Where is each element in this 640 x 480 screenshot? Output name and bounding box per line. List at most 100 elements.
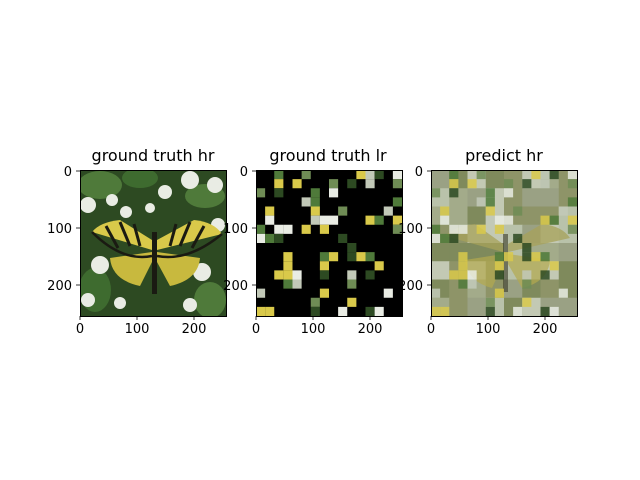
lr-patch — [274, 270, 284, 280]
pred-patch — [494, 252, 504, 262]
lr-patch — [265, 215, 275, 225]
pred-patch — [513, 206, 523, 216]
pred-patch — [458, 252, 468, 262]
x-tick-label: 100 — [476, 322, 501, 337]
pred-patch — [567, 197, 577, 207]
pred-block — [558, 243, 577, 262]
lr-patch — [347, 252, 357, 262]
pred-block — [467, 297, 487, 316]
x-tick-label: 100 — [301, 322, 326, 337]
y-tick-label: 100 — [223, 222, 248, 237]
lr-patch — [283, 270, 293, 280]
pred-patch — [567, 170, 577, 180]
lr-patch — [310, 206, 320, 216]
lr-patch — [347, 270, 357, 280]
pred-patch — [522, 179, 532, 189]
lr-patch — [347, 279, 357, 289]
lr-patch — [265, 206, 275, 216]
lr-patch — [374, 170, 384, 180]
lr-patch — [274, 170, 284, 180]
pred-patch — [522, 297, 532, 307]
lr-patch — [256, 306, 266, 316]
pred-patch — [485, 215, 495, 225]
pred-patch — [449, 233, 459, 243]
pred-patch — [549, 170, 559, 180]
pred-patch — [485, 297, 495, 307]
pred-block — [558, 297, 577, 316]
pred-block — [485, 170, 505, 189]
pred-patch — [431, 188, 441, 198]
lr-patch — [338, 206, 348, 216]
lr-patch — [265, 233, 275, 243]
lr-patch — [265, 306, 275, 316]
lr-patch — [392, 197, 402, 207]
hr-image — [80, 170, 226, 316]
pred-patch — [440, 233, 450, 243]
lr-patch — [374, 215, 384, 225]
y-tick-label: 200 — [398, 279, 423, 294]
pred-patch — [440, 206, 450, 216]
x-tick-label: 200 — [358, 322, 383, 337]
pred-patch — [531, 170, 541, 180]
pred-patch — [558, 206, 568, 216]
pred-patch — [431, 306, 441, 316]
pred-block — [449, 206, 468, 226]
pred-patch — [467, 179, 477, 189]
pred-patch — [485, 197, 495, 207]
lr-patch — [374, 261, 384, 271]
lr-patch — [274, 233, 284, 243]
lr-patch — [329, 188, 339, 198]
pred-patch — [549, 261, 559, 271]
pred-patch — [540, 306, 550, 316]
lr-patch — [356, 252, 366, 262]
pred-patch — [449, 224, 459, 234]
x-tick-label: 0 — [427, 322, 435, 337]
pred-block — [467, 243, 487, 262]
lr-patch — [392, 179, 402, 189]
pred-patch — [540, 170, 550, 180]
lr-patch — [365, 179, 375, 189]
pred-patch — [522, 252, 532, 262]
lr-patch — [392, 170, 402, 180]
lr-patch — [356, 170, 366, 180]
lr-patch — [256, 224, 266, 234]
pred-patch — [494, 261, 504, 271]
pred-patch — [567, 224, 577, 234]
pred-block — [431, 243, 450, 262]
panel-title: ground truth lr — [269, 146, 387, 165]
pred-patch — [449, 170, 459, 180]
lr-patch — [319, 270, 329, 280]
lr-patch — [256, 233, 266, 243]
pred-patch — [549, 306, 559, 316]
y-tick-label: 100 — [398, 222, 423, 237]
y-tick-label: 0 — [240, 165, 248, 180]
predicted-image — [431, 170, 577, 316]
pred-patch — [522, 279, 532, 289]
lr-patch — [338, 233, 348, 243]
pred-patch — [449, 270, 459, 280]
pred-block — [467, 206, 487, 226]
lr-patch — [383, 206, 393, 216]
lr-patch — [365, 270, 375, 280]
pred-block — [449, 297, 468, 316]
y-tick-label: 0 — [64, 165, 72, 180]
pred-patch — [458, 279, 468, 289]
pred-patch — [558, 288, 568, 298]
y-tick-label: 200 — [47, 279, 72, 294]
lr-patch — [365, 170, 375, 180]
lr-patch — [310, 306, 320, 316]
lr-patch — [274, 179, 284, 189]
pred-patch — [458, 261, 468, 271]
pred-patch — [504, 215, 514, 225]
pred-patch — [540, 270, 550, 280]
pred-patch — [485, 188, 495, 198]
y-tick-label: 100 — [47, 222, 72, 237]
pred-patch — [504, 252, 514, 262]
lr-patch — [365, 306, 375, 316]
panel-predict-hr: predict hr 0 100 200 0 100 200 — [398, 146, 578, 337]
pred-patch — [485, 306, 495, 316]
lr-image — [256, 170, 402, 316]
pred-patch — [485, 206, 495, 216]
lr-patch — [365, 252, 375, 262]
